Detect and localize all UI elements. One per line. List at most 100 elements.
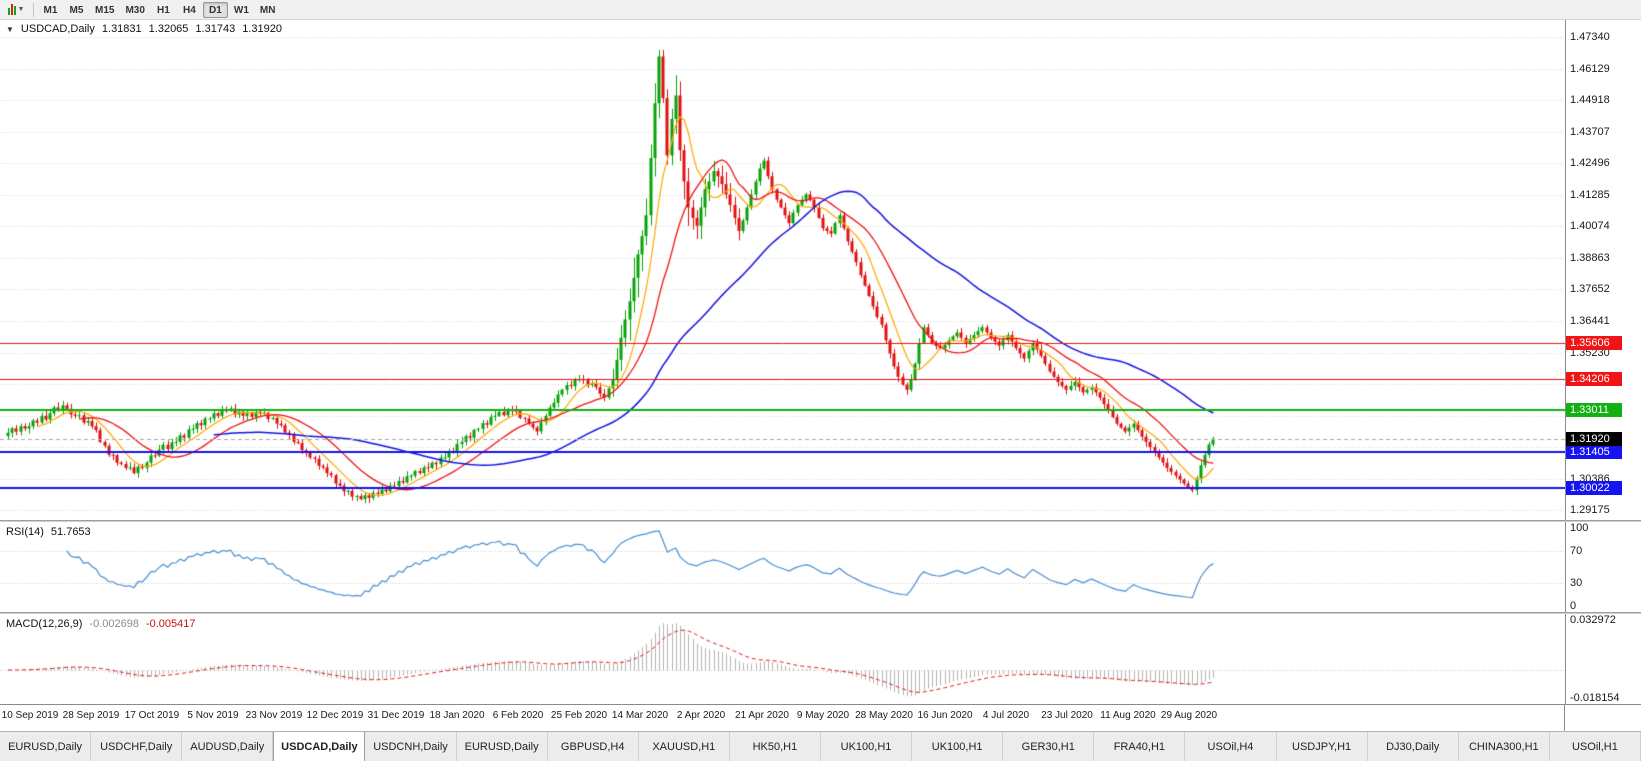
time-axis-label: 11 Aug 2020 xyxy=(1100,710,1156,721)
time-axis[interactable]: 10 Sep 2019 28 Sep 2019 17 Oct 2019 5 Nov 2… xyxy=(0,704,1641,731)
rsi-panel: RSI(14) 51.7653 100 70 30 0 xyxy=(0,522,1641,612)
price-axis-label: 1.42496 xyxy=(1570,157,1610,170)
window-tab-uk100-h1[interactable]: UK100,H1 xyxy=(912,732,1004,761)
timeframe-buttons: M1 M5 M15 M30 H1 H4 D1 W1 MN xyxy=(38,1,280,18)
time-axis-label: 31 Dec 2019 xyxy=(367,710,425,721)
window-tab-usdcnh-daily[interactable]: USDCNH,Daily xyxy=(365,732,457,761)
macd-indicator-label: MACD(12,26,9) -0.002698 -0.005417 xyxy=(6,618,196,630)
window-tab-usdchf-daily[interactable]: USDCHF,Daily xyxy=(91,732,183,761)
price-axis-label: 1.37652 xyxy=(1570,283,1610,296)
panel-splitter-macd[interactable] xyxy=(0,612,1641,614)
window-tab-usdcad-daily[interactable]: USDCAD,Daily xyxy=(273,732,366,761)
window-tab-usdjpy-h1[interactable]: USDJPY,H1 xyxy=(1276,732,1368,761)
candlestick-chart-icon xyxy=(7,4,16,15)
time-axis-label: 25 Feb 2020 xyxy=(550,710,608,721)
window-tab-usoil-h4[interactable]: USOil,H4 xyxy=(1185,732,1277,761)
macd-canvas[interactable] xyxy=(0,614,1565,704)
timeframe-button-h1[interactable]: H1 xyxy=(157,4,170,16)
timeframe-button-w1[interactable]: W1 xyxy=(233,4,249,16)
timeframe-button-d1[interactable]: D1 xyxy=(202,1,228,18)
current-price-badge: 1.31920 xyxy=(1566,431,1622,446)
time-axis-label: 6 Feb 2020 xyxy=(492,710,544,721)
price-axis[interactable]: 1.47340 1.46129 1.44918 1.43707 1.42496 1.412… xyxy=(1565,20,1641,520)
one-click-trading-icon[interactable]: ▼ xyxy=(6,24,14,34)
time-axis-label: 14 Mar 2020 xyxy=(611,710,669,721)
window-tab-uk100-h1[interactable]: UK100,H1 xyxy=(820,732,913,761)
window-tab-eurusd-daily[interactable]: EURUSD,Daily xyxy=(456,732,548,761)
time-axis-label: 29 Aug 2020 xyxy=(1160,710,1218,721)
chevron-down-icon: ▼ xyxy=(17,6,25,13)
rsi-name: RSI(14) xyxy=(6,526,44,538)
macd-signal-value: -0.005417 xyxy=(145,618,196,630)
macd-panel: MACD(12,26,9) -0.002698 -0.005417 0.0329… xyxy=(0,614,1641,704)
macd-axis-label: -0.018154 xyxy=(1570,692,1620,704)
time-axis-label: 12 Dec 2019 xyxy=(306,710,364,721)
window-tab-eurusd-daily[interactable]: EURUSD,Daily xyxy=(0,732,92,761)
time-axis-label: 28 May 2020 xyxy=(855,710,913,721)
price-axis-label: 1.46129 xyxy=(1570,62,1610,75)
rsi-indicator-label: RSI(14) 51.7653 xyxy=(6,526,91,538)
window-tab-dj30-daily[interactable]: DJ30,Daily xyxy=(1367,732,1459,761)
time-axis-label: 23 Jul 2020 xyxy=(1041,710,1093,721)
window-tab-hk50-h1[interactable]: HK50,H1 xyxy=(729,732,821,761)
ohlc-low: 1.31743 xyxy=(195,23,236,35)
price-axis-label: 1.36441 xyxy=(1570,315,1610,328)
timeframe-button-m15[interactable]: M15 xyxy=(95,4,115,16)
price-axis-label: 1.40074 xyxy=(1570,220,1610,233)
rsi-plot-area[interactable]: RSI(14) 51.7653 xyxy=(0,522,1565,612)
rsi-axis-label: 0 xyxy=(1570,599,1577,612)
window-tab-xauusd-h1[interactable]: XAUUSD,H1 xyxy=(638,732,730,761)
ohlc-high: 1.32065 xyxy=(148,23,189,35)
rsi-axis-label: 100 xyxy=(1570,522,1589,535)
price-axis-label: 1.38863 xyxy=(1570,251,1610,264)
timeframe-button-m30[interactable]: M30 xyxy=(125,4,145,16)
chart-symbol-period: USDCAD,Daily xyxy=(20,23,95,35)
macd-axis[interactable]: 0.032972 -0.018154 xyxy=(1565,614,1641,704)
window-tab-usoil-h1[interactable]: USOil,H1 xyxy=(1549,732,1641,761)
timeframe-toolbar: ▼ M1 M5 M15 M30 H1 H4 D1 W1 MN xyxy=(0,0,1641,20)
macd-name: MACD(12,26,9) xyxy=(6,618,83,630)
price-axis-label: 1.41285 xyxy=(1570,188,1610,201)
time-axis-label: 9 May 2020 xyxy=(796,710,850,721)
chart-type-dropdown[interactable]: ▼ xyxy=(3,1,29,18)
time-axis-label: 28 Sep 2019 xyxy=(62,710,120,721)
window-tab-china300-h1[interactable]: CHINA300,H1 xyxy=(1458,732,1550,761)
price-chart-panel: ▼ USDCAD,Daily 1.31831 1.32065 1.31743 1… xyxy=(0,20,1641,520)
chart-window-tabs: EURUSD,Daily USDCHF,Daily AUDUSD,Daily USDC… xyxy=(0,731,1641,761)
panel-splitter-rsi[interactable] xyxy=(0,520,1641,522)
rsi-canvas[interactable] xyxy=(0,522,1565,612)
price-axis-label: 1.44918 xyxy=(1570,94,1610,107)
window-tab-audusd-daily[interactable]: AUDUSD,Daily xyxy=(182,732,274,761)
price-axis-label: 1.43707 xyxy=(1570,125,1610,138)
macd-main-value: -0.002698 xyxy=(89,618,139,630)
candlestick-canvas[interactable] xyxy=(0,20,1565,520)
price-line-badge: 1.34206 xyxy=(1566,372,1622,387)
macd-axis-label: 0.032972 xyxy=(1570,614,1616,626)
ohlc-close: 1.31920 xyxy=(242,23,282,35)
rsi-axis-label: 70 xyxy=(1570,545,1583,558)
time-axis-label: 18 Jan 2020 xyxy=(429,710,485,721)
time-axis-label: 23 Nov 2019 xyxy=(245,710,303,721)
timeframe-button-mn[interactable]: MN xyxy=(259,4,276,16)
window-tab-ger30-h1[interactable]: GER30,H1 xyxy=(1003,732,1095,761)
window-tab-fra40-h1[interactable]: FRA40,H1 xyxy=(1094,732,1186,761)
time-axis-label: 5 Nov 2019 xyxy=(187,710,239,721)
macd-plot-area[interactable]: MACD(12,26,9) -0.002698 -0.005417 xyxy=(0,614,1565,704)
price-line-badge: 1.31405 xyxy=(1566,445,1622,460)
price-line-badge: 1.35606 xyxy=(1566,335,1622,350)
price-plot-area[interactable]: ▼ USDCAD,Daily 1.31831 1.32065 1.31743 1… xyxy=(0,20,1565,520)
timeframe-button-h4[interactable]: H4 xyxy=(183,4,196,16)
window-tab-gbpusd-h4[interactable]: GBPUSD,H4 xyxy=(547,732,639,761)
time-axis-label: 2 Apr 2020 xyxy=(676,710,726,721)
timeframe-button-m1[interactable]: M1 xyxy=(43,4,58,16)
ohlc-open: 1.31831 xyxy=(101,23,142,35)
price-line-badge: 1.33011 xyxy=(1566,403,1622,418)
time-axis-label: 10 Sep 2019 xyxy=(1,710,59,721)
timeframe-button-m5[interactable]: M5 xyxy=(69,4,84,16)
price-axis-label: 1.47340 xyxy=(1570,31,1610,44)
toolbar-separator xyxy=(33,2,34,17)
time-axis-label: 17 Oct 2019 xyxy=(124,710,180,721)
price-line-badge: 1.30022 xyxy=(1566,481,1622,496)
rsi-axis[interactable]: 100 70 30 0 xyxy=(1565,522,1641,612)
